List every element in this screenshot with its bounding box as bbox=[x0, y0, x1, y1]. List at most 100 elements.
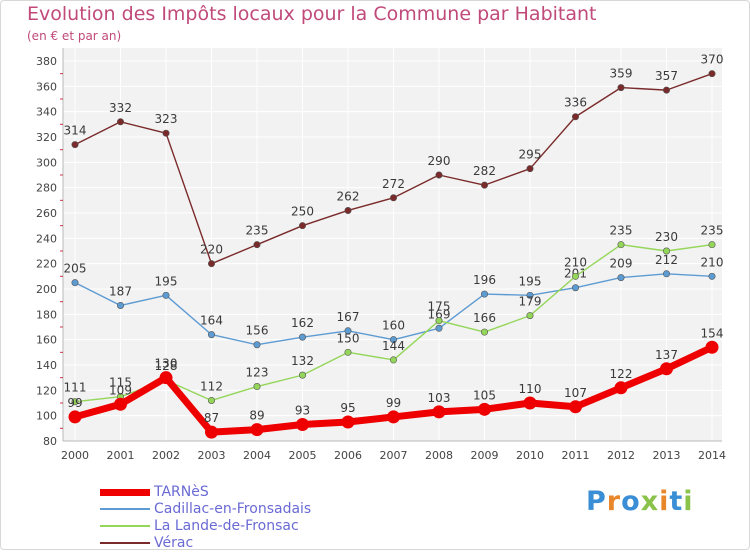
data-point bbox=[617, 274, 625, 282]
data-point bbox=[526, 312, 534, 320]
data-point bbox=[662, 270, 670, 278]
data-point bbox=[389, 194, 397, 202]
data-label: 230 bbox=[655, 230, 678, 244]
data-label: 137 bbox=[655, 348, 678, 362]
data-label: 95 bbox=[340, 401, 355, 415]
data-label: 295 bbox=[519, 148, 542, 162]
x-tick-label: 2003 bbox=[198, 449, 226, 462]
data-point bbox=[71, 141, 79, 149]
legend-swatch bbox=[100, 508, 150, 510]
x-tick-label: 2007 bbox=[380, 449, 408, 462]
data-label: 162 bbox=[291, 316, 314, 330]
data-label: 93 bbox=[295, 404, 310, 418]
data-label: 323 bbox=[155, 112, 178, 126]
data-label: 112 bbox=[200, 379, 223, 393]
data-point bbox=[117, 118, 125, 126]
data-label: 336 bbox=[564, 96, 587, 110]
data-point bbox=[389, 336, 397, 344]
legend-label: Cadillac-en-Fronsadais bbox=[154, 501, 312, 517]
legend-swatch bbox=[100, 489, 150, 496]
data-point bbox=[117, 301, 125, 309]
data-point bbox=[250, 423, 264, 437]
data-point bbox=[296, 418, 309, 432]
logo-letter: x bbox=[640, 486, 660, 517]
data-label: 111 bbox=[64, 381, 87, 395]
data-point bbox=[571, 113, 579, 121]
data-point bbox=[389, 356, 397, 364]
data-point bbox=[435, 171, 443, 179]
y-tick-label: 80 bbox=[43, 435, 57, 448]
data-point bbox=[708, 70, 716, 78]
data-point bbox=[435, 317, 443, 325]
data-label: 357 bbox=[655, 69, 678, 83]
data-point bbox=[569, 400, 582, 414]
data-label: 235 bbox=[701, 224, 724, 238]
data-label: 212 bbox=[655, 253, 678, 267]
y-tick-label: 320 bbox=[36, 131, 57, 144]
data-point bbox=[208, 331, 216, 339]
data-label: 195 bbox=[155, 274, 178, 288]
data-label: 262 bbox=[337, 189, 360, 203]
data-point bbox=[159, 371, 173, 385]
data-label: 359 bbox=[610, 67, 633, 81]
data-point bbox=[708, 241, 716, 249]
data-point bbox=[253, 241, 261, 249]
logo-letter: r bbox=[606, 486, 622, 517]
data-label: 89 bbox=[249, 409, 264, 423]
x-tick-label: 2014 bbox=[698, 449, 726, 462]
y-tick-label: 280 bbox=[36, 182, 57, 195]
x-tick-label: 2000 bbox=[61, 449, 89, 462]
y-tick-label: 340 bbox=[36, 106, 57, 119]
data-label: 115 bbox=[109, 376, 132, 390]
data-point bbox=[208, 260, 216, 268]
data-label: 220 bbox=[200, 243, 223, 257]
data-point bbox=[480, 290, 488, 298]
data-label: 235 bbox=[610, 224, 633, 238]
data-point bbox=[387, 410, 400, 424]
data-label: 144 bbox=[382, 339, 405, 353]
data-label: 209 bbox=[610, 257, 633, 271]
data-point bbox=[523, 396, 537, 410]
x-tick-label: 2010 bbox=[516, 449, 544, 462]
data-point bbox=[662, 247, 670, 255]
data-label: 122 bbox=[610, 367, 633, 381]
data-point bbox=[571, 272, 579, 280]
y-tick-label: 100 bbox=[36, 410, 57, 423]
y-tick-label: 180 bbox=[36, 308, 57, 321]
y-tick-label: 120 bbox=[36, 384, 57, 397]
proxiti-logo: Proxiti bbox=[586, 486, 694, 517]
data-label: 167 bbox=[337, 310, 360, 324]
x-tick-label: 2012 bbox=[607, 449, 635, 462]
data-label: 250 bbox=[291, 205, 314, 219]
data-point bbox=[71, 398, 79, 406]
data-point bbox=[253, 341, 261, 349]
data-label: 272 bbox=[382, 177, 405, 191]
data-label: 166 bbox=[473, 311, 496, 325]
legend-swatch bbox=[100, 542, 150, 544]
data-label: 290 bbox=[428, 154, 451, 168]
logo-letter: t bbox=[669, 486, 684, 517]
data-label: 123 bbox=[246, 366, 269, 380]
data-label: 128 bbox=[155, 359, 178, 373]
data-label: 164 bbox=[200, 314, 223, 328]
data-point bbox=[298, 222, 306, 230]
plot-background bbox=[63, 48, 722, 441]
y-tick-label: 140 bbox=[36, 359, 57, 372]
chart-subtitle: (en € et par an) bbox=[27, 29, 122, 43]
data-point bbox=[68, 410, 82, 424]
data-label: 130 bbox=[155, 357, 178, 371]
x-tick-label: 2001 bbox=[107, 449, 135, 462]
y-tick-label: 380 bbox=[36, 55, 57, 68]
data-label: 205 bbox=[64, 262, 87, 276]
data-point bbox=[208, 396, 216, 404]
data-point bbox=[662, 86, 670, 94]
legend-swatch bbox=[100, 525, 150, 527]
y-tick-label: 240 bbox=[36, 232, 57, 245]
data-point bbox=[617, 84, 625, 92]
data-point bbox=[571, 284, 579, 292]
logo-letter: o bbox=[621, 486, 641, 517]
data-label: 195 bbox=[519, 274, 542, 288]
x-tick-label: 2013 bbox=[653, 449, 681, 462]
data-point bbox=[341, 415, 355, 429]
